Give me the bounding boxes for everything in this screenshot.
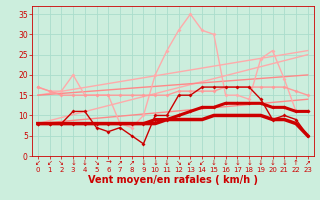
X-axis label: Vent moyen/en rafales ( km/h ): Vent moyen/en rafales ( km/h ) (88, 175, 258, 185)
